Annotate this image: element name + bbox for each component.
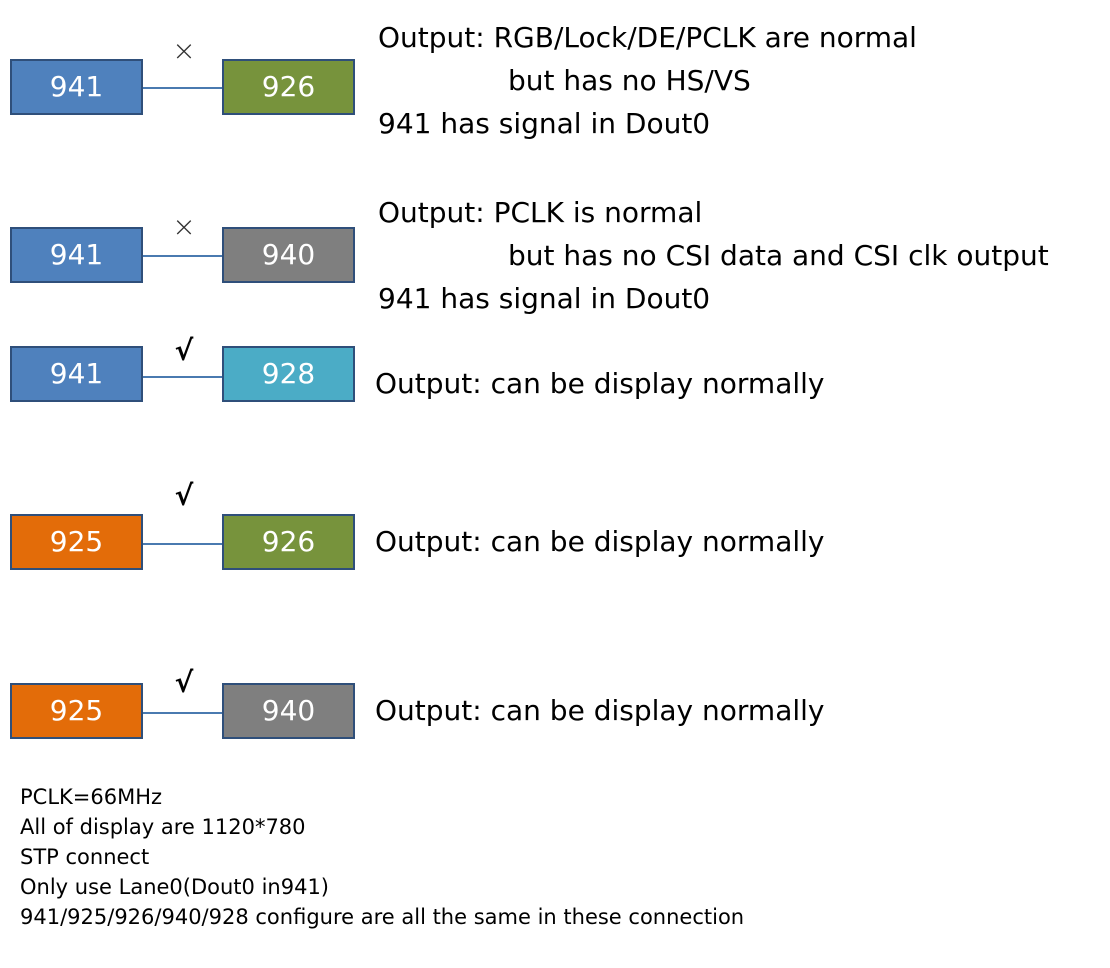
left-chip-box: 925 xyxy=(10,683,143,739)
note-line: Only use Lane0(Dout0 in941) xyxy=(20,875,329,899)
note-line: All of display are 1120*780 xyxy=(20,815,306,839)
result-line: Output: can be display normally xyxy=(375,694,825,727)
connection-line xyxy=(143,712,222,714)
connection-line xyxy=(143,376,222,378)
connection-line xyxy=(143,543,222,545)
fail-mark-icon: × xyxy=(172,34,196,67)
result-description: Output: PCLK is normal but has no CSI da… xyxy=(378,191,1049,320)
result-line: Output: RGB/Lock/DE/PCLK are normal xyxy=(378,21,917,54)
right-chip-box: 940 xyxy=(222,227,355,283)
result-description: Output: RGB/Lock/DE/PCLK are normal but … xyxy=(378,16,917,145)
connection-line xyxy=(143,255,222,257)
note-line: 941/925/926/940/928 configure are all th… xyxy=(20,905,745,929)
result-line: Output: PCLK is normal xyxy=(378,196,703,229)
left-chip-box: 925 xyxy=(10,514,143,570)
note-line: PCLK=66MHz xyxy=(20,785,163,809)
right-chip-box: 928 xyxy=(222,346,355,402)
left-chip-box: 941 xyxy=(10,346,143,402)
result-line: but has no CSI data and CSI clk output xyxy=(508,239,1049,272)
config-notes: PCLK=66MHz All of display are 1120*780 S… xyxy=(20,782,744,932)
result-line: 941 has signal in Dout0 xyxy=(378,107,711,140)
result-description: Output: can be display normally xyxy=(375,520,824,563)
right-chip-box: 926 xyxy=(222,59,355,115)
right-chip-box: 926 xyxy=(222,514,355,570)
pass-check-icon: √ xyxy=(174,334,194,367)
note-line: STP connect xyxy=(20,845,150,869)
pass-check-icon: √ xyxy=(174,479,194,512)
result-description: Output: can be display normally xyxy=(375,689,824,732)
result-line: but has no HS/VS xyxy=(508,64,751,97)
result-line: 941 has signal in Dout0 xyxy=(378,282,711,315)
left-chip-box: 941 xyxy=(10,59,143,115)
pass-check-icon: √ xyxy=(174,666,194,699)
connection-line xyxy=(143,87,222,89)
result-description: Output: can be display normally xyxy=(375,362,824,405)
result-line: Output: can be display normally xyxy=(375,525,825,558)
left-chip-box: 941 xyxy=(10,227,143,283)
right-chip-box: 940 xyxy=(222,683,355,739)
result-line: Output: can be display normally xyxy=(375,367,825,400)
fail-mark-icon: × xyxy=(172,210,196,243)
